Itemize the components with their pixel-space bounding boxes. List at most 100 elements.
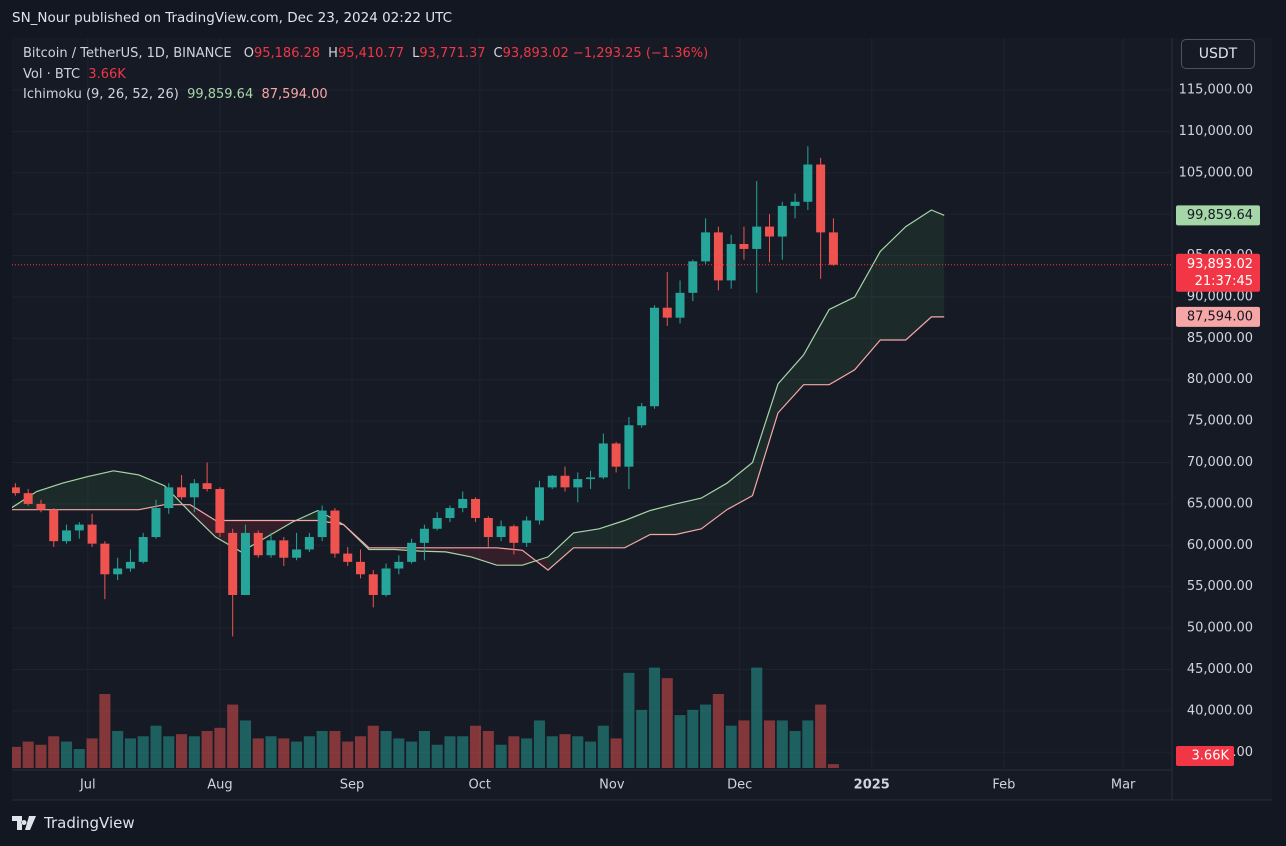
- candle-body: [23, 493, 33, 504]
- span-a-tag-label: 99,859.64: [1187, 208, 1253, 223]
- candle-body: [292, 549, 302, 558]
- volume-bar: [393, 738, 405, 768]
- volume-bar: [112, 731, 124, 768]
- cloud-fill: [445, 547, 472, 557]
- volume-bar: [354, 736, 367, 768]
- y-tick-label: 115,000.00: [1179, 83, 1253, 98]
- cloud-fill: [547, 532, 574, 571]
- volume-bar: [559, 734, 571, 768]
- cloud-fill: [496, 547, 523, 566]
- candle-body: [701, 232, 711, 262]
- candle-body: [471, 498, 481, 518]
- cloud-fill: [573, 528, 600, 548]
- cloud-fill: [778, 354, 804, 413]
- candle-body: [215, 489, 225, 533]
- publisher-line: SN_Nour published on TradingView.com, De…: [12, 10, 453, 26]
- legend-symbol-row: Bitcoin / TetherUS, 1D, BINANCE O95,186.…: [23, 44, 708, 65]
- candle-body: [752, 226, 762, 249]
- candle-body: [202, 483, 212, 490]
- volume-bar: [636, 709, 648, 768]
- volume-bar: [367, 725, 379, 768]
- volume-tag-label: 3.66K: [1192, 749, 1230, 764]
- y-tick-label: 110,000.00: [1179, 124, 1253, 139]
- change: −1,293.25 (−1.36%): [572, 46, 709, 61]
- candle-body: [432, 517, 442, 529]
- volume-bar: [712, 694, 724, 768]
- volume-bar: [469, 725, 482, 768]
- volume-bar: [227, 704, 239, 768]
- candle-body: [675, 292, 685, 318]
- x-tick-label: Aug: [207, 778, 232, 793]
- volume-bar: [201, 731, 213, 768]
- candle-body: [803, 164, 813, 202]
- y-tick-label: 45,000.00: [1187, 662, 1253, 677]
- volume-bar: [124, 738, 136, 768]
- y-tick-label: 105,000.00: [1179, 165, 1253, 180]
- span-a-tag: [1176, 205, 1260, 226]
- volume-bar: [610, 738, 622, 768]
- volume-bar: [482, 731, 494, 768]
- volume-bar: [776, 720, 788, 768]
- candle-body: [317, 510, 327, 538]
- candle-body: [36, 503, 46, 510]
- cloud-fill: [854, 251, 881, 370]
- candle-body: [266, 540, 276, 556]
- candle-body: [113, 568, 123, 575]
- price-tag-label: 21:37:45: [1195, 274, 1253, 289]
- volume-bar: [789, 731, 801, 768]
- cloud-fill: [190, 504, 216, 538]
- price-tag-label: 93,893.02: [1187, 257, 1253, 272]
- cloud-fill: [829, 296, 855, 385]
- candle-body: [164, 487, 174, 509]
- candle-body: [189, 483, 199, 498]
- candle-body: [100, 543, 110, 575]
- volume-bar: [585, 741, 597, 768]
- volume-bar: [406, 741, 418, 768]
- candle-body: [407, 542, 417, 562]
- volume-bar: [48, 736, 60, 768]
- brand: TradingView: [12, 814, 135, 832]
- candle-body: [688, 261, 698, 293]
- volume-bar: [73, 748, 85, 768]
- candle-body: [816, 164, 826, 233]
- x-tick-label: Jul: [79, 778, 96, 793]
- volume-bar: [751, 667, 763, 768]
- x-tick-label: Sep: [340, 778, 365, 793]
- candle-body: [547, 475, 557, 488]
- volume-bar: [176, 734, 188, 768]
- volume-bar: [380, 731, 392, 768]
- candle-body: [713, 232, 723, 281]
- volume-bar: [303, 736, 315, 768]
- candle-body: [445, 508, 455, 518]
- volume-bar: [700, 704, 712, 768]
- ohlc-key: C: [493, 46, 503, 61]
- y-tick-label: 85,000.00: [1187, 331, 1253, 346]
- volume-bar: [457, 736, 469, 768]
- candle-body: [560, 475, 570, 488]
- x-tick-label: Nov: [599, 778, 625, 793]
- ohlc: O95,186.28 H95,410.77 L93,771.37 C93,893.02: [236, 46, 573, 61]
- cloud-fill: [62, 476, 88, 510]
- volume-bar: [508, 736, 520, 768]
- y-tick-label: 65,000.00: [1187, 496, 1253, 511]
- candle-body: [573, 479, 583, 488]
- candle-body: [790, 201, 800, 206]
- y-tick-label: 50,000.00: [1187, 621, 1253, 636]
- candle-body: [483, 517, 493, 538]
- ohlc-value: 93,893.02: [502, 46, 569, 61]
- cloud-fill: [471, 547, 497, 566]
- cloud-fill: [905, 210, 932, 341]
- candle-body: [649, 307, 659, 407]
- candle-body: [12, 487, 20, 494]
- volume-bar: [150, 725, 162, 768]
- candle-body: [624, 425, 634, 467]
- candle-body: [777, 205, 787, 237]
- currency-button[interactable]: USDT: [1181, 39, 1255, 69]
- legend-volume-row: Vol · BTC 3.66K: [23, 65, 708, 86]
- ichimoku-name: Ichimoku (9, 26, 52, 26): [23, 87, 179, 102]
- cloud-fill: [803, 309, 830, 385]
- brand-name: TradingView: [44, 814, 135, 832]
- volume-bar: [648, 667, 661, 768]
- volume-bar: [687, 709, 699, 768]
